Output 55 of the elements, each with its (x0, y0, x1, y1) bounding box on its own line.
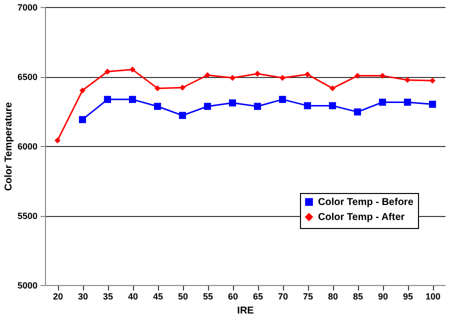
point (380, 72, 386, 79)
point (280, 74, 286, 81)
point (304, 102, 312, 110)
x-tick-label: 30 (78, 292, 88, 302)
point (78, 116, 86, 124)
y-tick-label: 5000 (17, 280, 38, 290)
y-axis-title: Color Temperature (3, 102, 14, 191)
x-tick-label: 55 (202, 292, 214, 302)
y-tick-label: 6500 (17, 72, 38, 82)
point (304, 71, 310, 78)
point (328, 102, 336, 110)
point (154, 102, 162, 110)
x-tick-label: 50 (178, 292, 188, 302)
x-tick-label: 65 (252, 292, 264, 302)
point (204, 72, 210, 78)
x-tick-label: 80 (328, 292, 338, 302)
point (228, 99, 236, 106)
x-tick-label: 75 (302, 292, 314, 302)
x-axis-title: IRE (237, 306, 254, 316)
y-tick-label: 6000 (17, 142, 38, 152)
x-tick-label: 70 (278, 292, 288, 302)
x-tick-label: 95 (402, 292, 414, 302)
point (430, 78, 436, 84)
point (254, 70, 260, 77)
legend-label: Color Temp - Before (318, 197, 414, 208)
x-tick-label: 90 (378, 292, 388, 302)
point (180, 84, 186, 91)
point (104, 96, 112, 103)
x-tick-label: 20 (52, 292, 64, 302)
point (278, 96, 286, 103)
point (378, 98, 386, 106)
point (404, 98, 412, 106)
y-tick-label: 5500 (17, 211, 38, 221)
legend-label: Color Temp - After (318, 212, 405, 223)
point (178, 112, 186, 119)
point (254, 102, 262, 110)
x-tick-label: 60 (228, 292, 238, 302)
point (154, 85, 160, 92)
point (354, 108, 362, 116)
x-tick-label: 40 (128, 292, 138, 302)
point (428, 100, 436, 108)
x-tick-label: 35 (102, 292, 114, 302)
x-tick-label: 85 (352, 292, 364, 302)
point (128, 96, 136, 103)
point (54, 137, 60, 144)
point (204, 102, 212, 110)
point (130, 66, 136, 73)
point (230, 74, 236, 81)
point (104, 68, 110, 75)
x-tick-label: 100 (425, 292, 441, 302)
y-tick-label: 7000 (17, 2, 38, 12)
point (80, 87, 86, 94)
point (330, 85, 336, 92)
point (354, 72, 360, 79)
x-tick-label: 45 (152, 292, 164, 302)
